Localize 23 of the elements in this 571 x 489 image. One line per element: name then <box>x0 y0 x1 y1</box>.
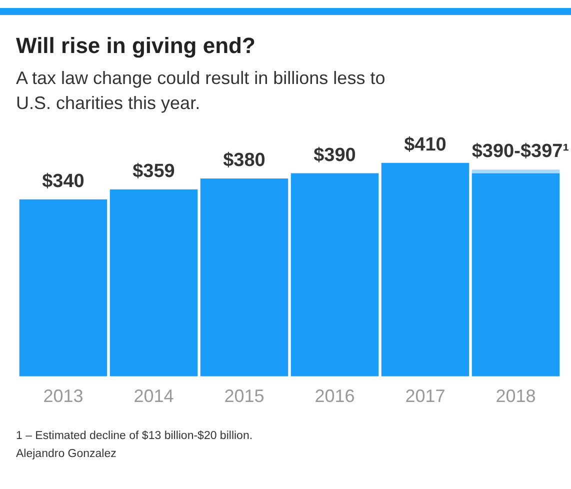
bar <box>290 173 379 376</box>
data-label: $390 <box>314 145 356 166</box>
x-tick-label: 2017 <box>405 386 446 406</box>
x-tick-label: 2016 <box>314 386 355 406</box>
data-label: $359 <box>132 161 175 182</box>
data-label: $380 <box>223 150 266 172</box>
bar <box>200 178 288 376</box>
bar <box>110 189 198 376</box>
x-tick-label: 2014 <box>134 386 174 406</box>
bar <box>381 162 470 376</box>
data-label: $410 <box>404 134 446 156</box>
x-tick-label: 2013 <box>43 386 84 406</box>
x-tick-label: 2015 <box>224 386 264 406</box>
chart-title: Will rise in giving end? <box>16 33 256 59</box>
data-label: $340 <box>42 171 84 192</box>
x-tick-label: 2018 <box>496 386 536 406</box>
chart-subtitle: A tax law change could result in billions less to U.S. charities this year. <box>16 67 386 115</box>
bar <box>472 170 560 174</box>
text: 1 – Estimated decline of $13 billion-$20 billion. <box>16 429 253 444</box>
data-label: $390-$397¹ <box>472 140 570 164</box>
bar <box>19 199 108 376</box>
bar <box>472 173 560 376</box>
text: Alejandro Gonzalez <box>16 447 118 462</box>
